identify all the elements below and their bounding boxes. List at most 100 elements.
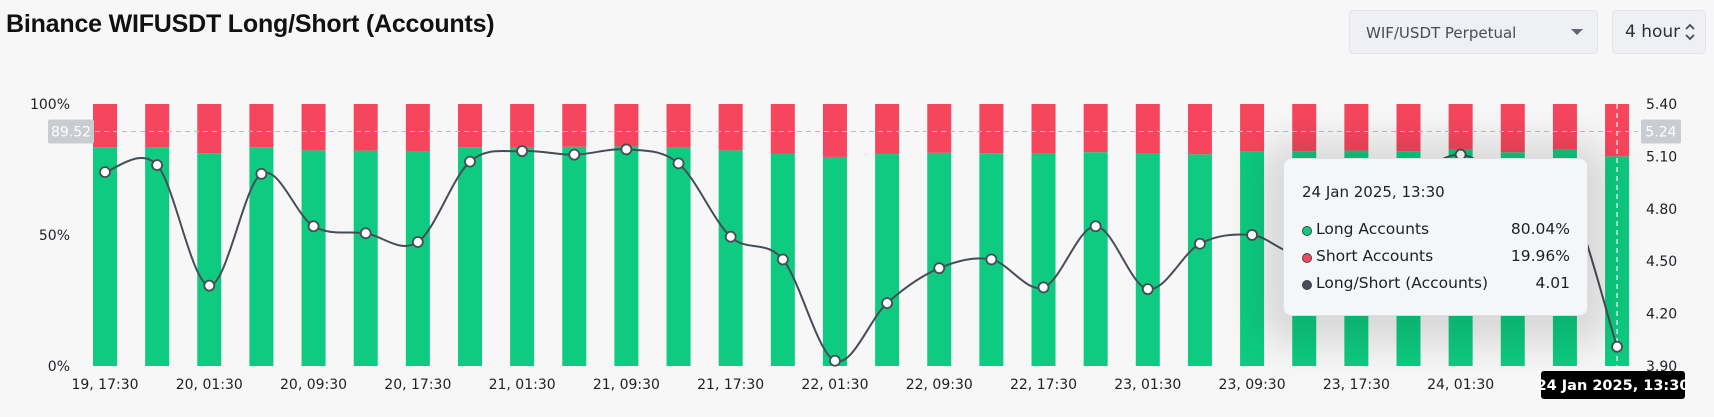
long-bar [1031,153,1056,366]
ratio-point [672,157,685,170]
long-bar [197,153,222,366]
crosshair-right-value: 5.24 [1645,124,1676,140]
ratio-point [829,354,841,367]
tooltip-row-label: Long/Short (Accounts) [1316,274,1489,292]
tooltip-row-long: Long Accounts 80.04% [1302,220,1570,242]
ratio-point [411,236,424,248]
short-bar [718,104,743,151]
long-bar [1240,151,1265,366]
short-bar [1187,104,1212,155]
left-axis-tick: 100% [30,97,70,113]
contract-select-label: WIF/USDT Perpetual [1366,24,1517,42]
short-bar [1135,104,1160,153]
short-bar [927,104,952,153]
ratio-point [776,253,789,266]
short-bar [1083,104,1108,153]
short-bar [666,104,691,148]
ratio-point [620,143,633,156]
ratio-point [464,155,476,168]
right-axis-tick: 5.10 [1646,149,1677,165]
x-axis-tick: 23, 09:30 [1219,377,1286,393]
tooltip-row-value: 4.01 [1535,274,1570,292]
short-bar [1240,104,1265,152]
short-bar [93,104,117,148]
short-bar [1031,104,1056,154]
long-bar [822,156,847,366]
crosshair-right-badge [1641,119,1681,144]
short-bar [145,104,170,148]
crosshair-x-label: 24 Jan 2025, 13:30 [1537,378,1690,394]
ratio-point [933,262,946,275]
x-axis-tick: 19, 17:30 [71,377,138,393]
x-axis-tick: 23, 17:30 [1323,377,1390,393]
ratio-point [99,166,111,179]
short-bar [1500,104,1525,153]
short-bar [875,104,900,155]
short-bar [1344,104,1369,151]
x-axis-tick: 21, 01:30 [489,377,556,393]
long-bar [875,154,900,366]
ratio-point [307,220,320,233]
short-bar [562,104,587,147]
ratio-point [1194,237,1206,250]
x-axis-tick: 22, 09:30 [906,377,973,393]
short-bar [405,104,430,152]
long-bar [614,146,639,366]
ratio-point [255,167,268,180]
ratio-point [1611,340,1623,353]
crosshair-x-badge [1541,371,1685,399]
long-bar [1083,152,1108,366]
left-axis-tick: 50% [39,228,70,244]
long-bar [457,147,482,366]
long-bar [301,150,326,366]
x-axis-tick: 20, 09:30 [280,377,347,393]
short-bar [822,104,847,157]
tooltip-row-ratio: Long/Short (Accounts) 4.01 [1302,274,1570,296]
ratio-point [1037,281,1050,294]
ratio-point [1141,283,1154,296]
x-axis-tick: 24, 01:30 [1427,377,1494,393]
long-bar [510,146,535,366]
long-bar [249,147,274,366]
short-bar [979,104,1004,154]
short-bar [1605,104,1630,157]
period-select[interactable]: 4 hour [1612,10,1706,54]
ratio-point [359,227,372,240]
contract-select[interactable]: WIF/USDT Perpetual [1349,10,1598,54]
tooltip: 24 Jan 2025, 13:30 Long Accounts 80.04% … [1283,158,1588,316]
long-bar [93,147,117,366]
right-axis-tick: 5.40 [1646,97,1677,113]
long-bar [353,150,378,366]
ratio-point [151,159,164,172]
tooltip-row-short: Short Accounts 19.96% [1302,247,1570,269]
ratio-point [516,145,529,158]
right-axis-tick: 4.20 [1646,307,1677,323]
long-bar [562,146,587,366]
left-axis-tick: 0% [48,359,70,375]
period-select-label: 4 hour [1625,22,1681,42]
long-bar [1187,154,1212,366]
crosshair-left-value: 89.52 [51,124,91,140]
x-axis-tick: 22, 01:30 [801,377,868,393]
x-axis-tick: 23, 01:30 [1114,377,1181,393]
short-bar [1552,104,1577,150]
short-bar [510,104,535,147]
x-axis-tick: 20, 01:30 [176,377,243,393]
long-dot-icon [1302,226,1312,236]
ratio-point [203,279,216,292]
ratio-point [1246,229,1258,241]
long-bar [927,152,952,366]
tooltip-date: 24 Jan 2025, 13:30 [1302,183,1445,201]
crosshair-left-badge [48,119,94,144]
short-bar [770,104,795,154]
x-axis-tick: 21, 17:30 [697,377,764,393]
page-title: Binance WIFUSDT Long/Short (Accounts) [6,10,495,38]
right-axis-tick: 4.50 [1646,254,1677,270]
ratio-point [985,253,998,266]
ratio-point [881,297,893,310]
crosshair [95,104,1638,366]
ratio-dot-icon [1302,280,1312,290]
right-axis-tick: 4.80 [1646,202,1677,218]
long-bar [1135,152,1160,366]
